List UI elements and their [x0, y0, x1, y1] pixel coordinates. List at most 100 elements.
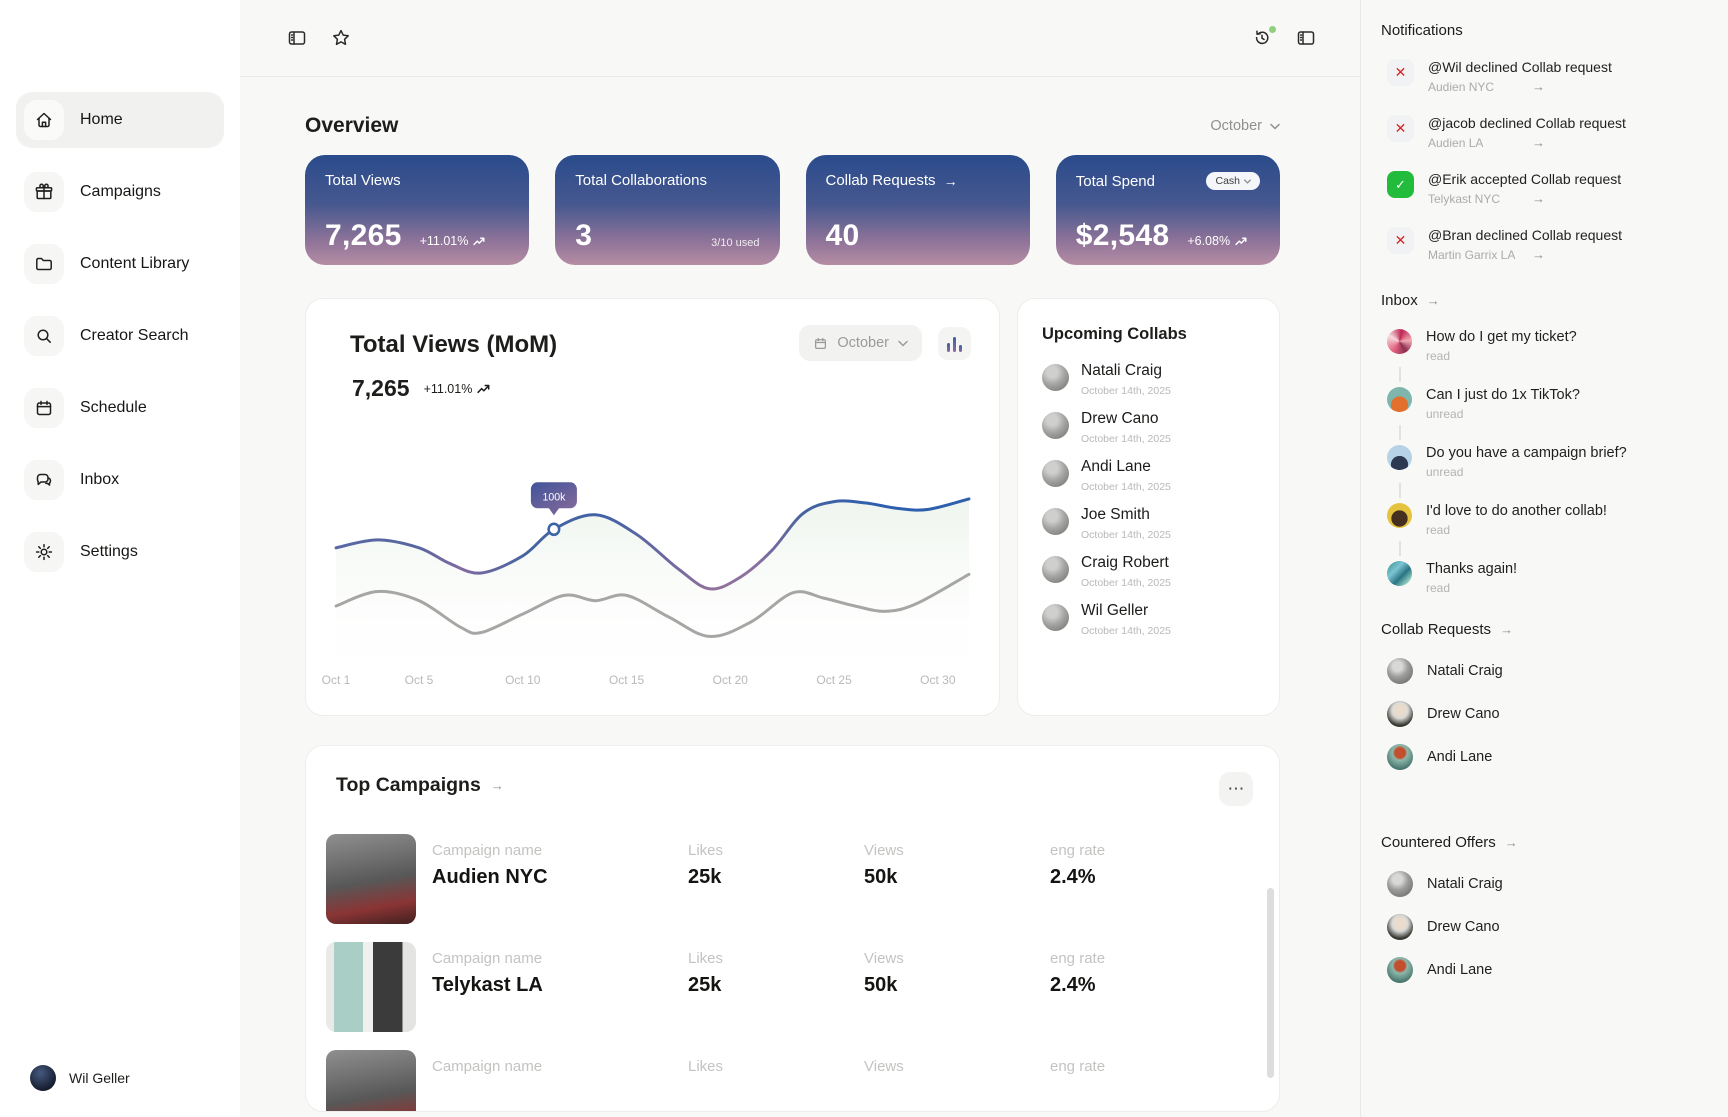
- column-header-campaign-name: Campaign name: [432, 1058, 543, 1075]
- notification-subtitle: Telykast NYC: [1428, 191, 1501, 206]
- person-item[interactable]: Andi Lane: [1381, 957, 1708, 983]
- sidebar-toggle-icon[interactable]: [281, 22, 313, 54]
- notifications-panel: Notifications @Wil declined Collab reque…: [1360, 0, 1728, 1117]
- campaign-eng-rate: 2.4%: [1050, 974, 1096, 996]
- inbox-message[interactable]: Can I just do 1x TikTok? unread: [1381, 367, 1708, 445]
- trend-up-icon: [477, 384, 490, 394]
- stat-value: 40: [825, 219, 860, 252]
- sidebar-item-settings[interactable]: Settings: [16, 524, 224, 580]
- stat-value: 3: [575, 219, 593, 252]
- person-item[interactable]: Natali Craig: [1381, 658, 1708, 684]
- person-item[interactable]: Drew Cano: [1381, 701, 1708, 727]
- campaign-likes: 25k: [688, 974, 722, 996]
- trend-up-icon: [1235, 237, 1247, 246]
- avatar: [1042, 412, 1069, 439]
- list-item[interactable]: Andi Lane October 14th, 2025: [1042, 458, 1255, 493]
- countered-offers-title: Countered Offers →: [1381, 834, 1518, 851]
- avatar: [1387, 871, 1413, 897]
- collab-date: October 14th, 2025: [1081, 481, 1171, 493]
- list-item[interactable]: Natali Craig October 14th, 2025: [1042, 362, 1255, 397]
- stat-card-total-collaborations[interactable]: Total Collaborations 3 3/10 used: [555, 155, 780, 265]
- stat-delta: +6.08%: [1187, 234, 1247, 251]
- inbox-message[interactable]: Thanks again! read: [1381, 541, 1708, 595]
- chat-icon: [24, 460, 64, 500]
- sidebar-item-inbox[interactable]: Inbox: [16, 452, 224, 508]
- person-item[interactable]: Andi Lane: [1381, 744, 1708, 770]
- table-row[interactable]: Campaign name Likes Views eng rate: [326, 1050, 1259, 1111]
- arrow-right-icon[interactable]: →: [1504, 835, 1518, 850]
- inbox-message[interactable]: Do you have a campaign brief? unread: [1381, 425, 1708, 503]
- stat-delta: +11.01%: [420, 234, 486, 251]
- cash-filter-dropdown[interactable]: Cash: [1206, 172, 1260, 190]
- current-user[interactable]: Wil Geller: [30, 1065, 130, 1091]
- campaign-views: 50k: [864, 866, 898, 888]
- list-item[interactable]: Joe Smith October 14th, 2025: [1042, 506, 1255, 541]
- arrow-right-icon[interactable]: →: [1500, 622, 1514, 637]
- collab-requests-list: Natali Craig Drew Cano Andi Lane: [1381, 658, 1708, 770]
- sidebar-item-campaigns[interactable]: Campaigns: [16, 164, 224, 220]
- notification-subtitle: Audien LA: [1428, 135, 1484, 150]
- stat-card-collab-requests[interactable]: Collab Requests → 40: [805, 155, 1030, 265]
- collab-name: Natali Craig: [1081, 362, 1162, 379]
- folder-icon: [24, 244, 64, 284]
- person-item[interactable]: Natali Craig: [1381, 871, 1708, 897]
- chart-month-dropdown[interactable]: October: [799, 325, 922, 361]
- chart-delta: +11.01%: [424, 382, 491, 396]
- collab-name: Drew Cano: [1081, 410, 1159, 427]
- chevron-down-icon: [1244, 178, 1251, 184]
- avatar: [1387, 387, 1412, 412]
- table-row[interactable]: Campaign name Telykast LA Likes 25k View…: [326, 942, 1259, 1034]
- notification-item[interactable]: @jacob declined Collab request Audien LA…: [1381, 115, 1708, 150]
- avatar: [1042, 364, 1069, 391]
- arrow-right-icon[interactable]: →: [1426, 293, 1440, 308]
- history-icon[interactable]: [1246, 22, 1278, 54]
- star-icon[interactable]: [325, 22, 357, 54]
- x-tick-label: Oct 5: [404, 673, 434, 687]
- avatar: [1042, 604, 1069, 631]
- avatar: [1042, 556, 1069, 583]
- chart-type-button[interactable]: [938, 326, 971, 360]
- sidebar-item-creator-search[interactable]: Creator Search: [16, 308, 224, 364]
- sidebar-item-content-library[interactable]: Content Library: [16, 236, 224, 292]
- message-status: read: [1426, 523, 1451, 537]
- notification-item[interactable]: @Bran declined Collab request Martin Gar…: [1381, 227, 1708, 262]
- panel-right-icon[interactable]: [1290, 22, 1322, 54]
- x-tick-label: Oct 30: [920, 673, 956, 687]
- sidebar-item-label: Creator Search: [80, 327, 189, 344]
- campaign-views: 50k: [864, 974, 898, 996]
- inbox-message[interactable]: How do I get my ticket? read: [1381, 329, 1708, 387]
- countered-offers-list: Natali Craig Drew Cano Andi Lane: [1381, 871, 1708, 983]
- chart-value: 7,265: [352, 375, 410, 401]
- more-options-button[interactable]: ⋯: [1219, 772, 1253, 806]
- current-series-line: [334, 497, 971, 591]
- overview-month-dropdown[interactable]: October: [1210, 118, 1280, 134]
- stat-card-total-views[interactable]: Total Views 7,265 +11.01%: [305, 155, 530, 265]
- avatar: [1042, 508, 1069, 535]
- campaign-name: Audien NYC: [432, 866, 548, 888]
- stat-cards: Total Views 7,265 +11.01% Total Collabor…: [305, 155, 1280, 265]
- arrow-right-icon[interactable]: →: [1532, 247, 1545, 262]
- arrow-right-icon[interactable]: →: [1532, 79, 1545, 94]
- list-item[interactable]: Craig Robert October 14th, 2025: [1042, 554, 1255, 589]
- person-item[interactable]: Drew Cano: [1381, 914, 1708, 940]
- stat-card-total-spend[interactable]: Total Spend Cash $2,548 +6.08%: [1055, 155, 1280, 265]
- page-title: Overview: [305, 114, 399, 137]
- list-item[interactable]: Drew Cano October 14th, 2025: [1042, 410, 1255, 445]
- sidebar-item-home[interactable]: Home: [16, 92, 224, 148]
- arrow-right-icon[interactable]: →: [1532, 135, 1545, 150]
- scrollbar-thumb[interactable]: [1267, 888, 1274, 1078]
- message-status: unread: [1426, 407, 1464, 421]
- notification-status-icon: [1387, 115, 1414, 142]
- inbox-message[interactable]: I'd love to do another collab! read: [1381, 483, 1708, 561]
- table-row[interactable]: Campaign name Audien NYC Likes 25k Views…: [326, 834, 1259, 926]
- arrow-right-icon[interactable]: →: [490, 778, 504, 793]
- sidebar: Home Campaigns Content Library Creator S…: [0, 0, 240, 1117]
- message-status: unread: [1426, 465, 1464, 479]
- notification-subtitle: Audien NYC: [1428, 79, 1495, 94]
- list-item[interactable]: Wil Geller October 14th, 2025: [1042, 602, 1255, 637]
- sidebar-item-schedule[interactable]: Schedule: [16, 380, 224, 436]
- arrow-right-icon[interactable]: →: [1532, 191, 1545, 206]
- notification-item[interactable]: @Wil declined Collab request Audien NYC …: [1381, 59, 1708, 94]
- notification-item[interactable]: @Erik accepted Collab request Telykast N…: [1381, 171, 1708, 206]
- avatar: [1387, 957, 1413, 983]
